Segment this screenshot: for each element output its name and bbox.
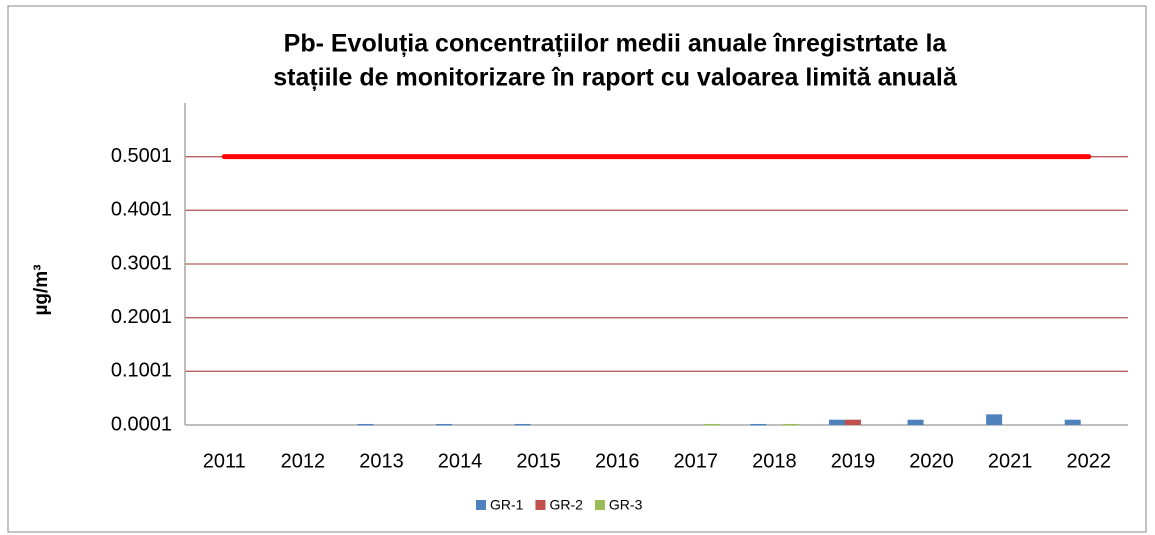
legend-label: GR-3 [609,497,643,513]
y-tick-label: 0.0001 [111,413,172,435]
bar [844,419,861,425]
bar [1064,419,1081,425]
legend-label: GR-1 [490,497,524,513]
bar [436,423,453,426]
chart-title: Pb- Evoluția concentrațiilor medii anual… [284,30,948,58]
x-tick-label: 2015 [516,450,561,472]
x-tick-label: 2011 [203,450,246,472]
y-tick-label: 0.4001 [111,199,172,221]
x-tick-label: 2012 [281,450,326,472]
bar [986,414,1003,425]
y-tick-label: 0.2001 [111,306,172,328]
legend-swatch [476,500,486,510]
y-tick-label: 0.3001 [111,252,172,274]
bar [703,423,720,426]
legend-swatch [594,500,605,510]
bar [750,423,767,426]
chart-frame [7,5,1147,533]
legend-label: GR-2 [549,497,583,513]
legend-swatch [535,500,546,510]
x-tick-label: 2021 [988,450,1033,472]
x-tick-label: 2022 [1066,450,1111,472]
bar [782,423,799,426]
y-axis-label: µg/m³ [31,264,52,315]
bar [907,419,924,425]
x-tick-label: 2020 [909,450,954,472]
bar [357,423,374,426]
x-tick-label: 2014 [438,450,483,472]
y-tick-label: 0.5001 [111,145,172,167]
bar [514,423,531,426]
bar [828,419,845,425]
x-tick-label: 2018 [752,450,797,472]
x-tick-label: 2016 [595,450,640,472]
x-tick-label: 2017 [674,450,719,472]
y-tick-label: 0.1001 [111,360,172,382]
x-tick-label: 2013 [359,450,404,472]
x-tick-label: 2019 [831,450,876,472]
chart-title: stațiile de monitorizare în raport cu va… [273,64,958,92]
